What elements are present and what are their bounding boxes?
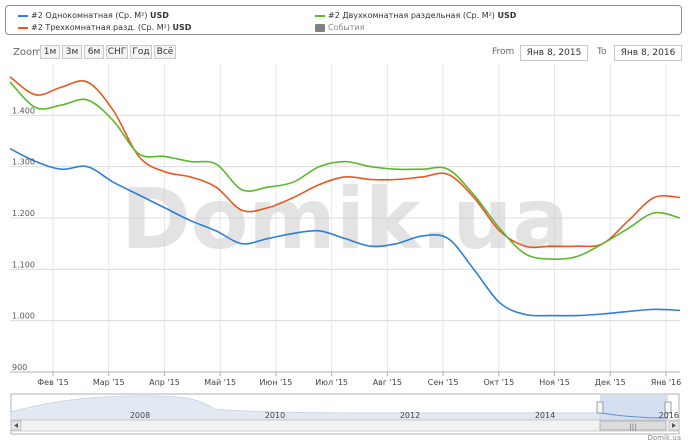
navigator-handle-right[interactable]: [664, 401, 672, 414]
to-label: To: [597, 47, 607, 57]
x-tick-label: Июн '15: [259, 378, 292, 387]
series-line-0[interactable]: [9, 147, 681, 317]
grip-icon: |||: [629, 423, 636, 431]
x-tick-label: Авг '15: [373, 378, 402, 387]
x-tick-label: Июл '15: [315, 378, 348, 387]
legend-unit: USD: [497, 11, 517, 20]
y-tick-label: 1.400: [12, 106, 35, 115]
y-tick-label: 1.200: [12, 209, 35, 218]
navigator-selected-line: [600, 412, 669, 419]
legend-line-icon: [315, 14, 325, 17]
navigator-handle-left[interactable]: [596, 401, 604, 414]
zoom-1m-button[interactable]: 1м: [40, 45, 60, 59]
navigator-year-label: 2008: [130, 411, 150, 420]
arrow-left-icon: [14, 423, 18, 428]
legend-item-three-room[interactable]: #2 Трехкомнатная разд. (Ср. М²) USD: [18, 23, 191, 33]
legend-item-events[interactable]: События: [315, 23, 364, 33]
y-axis-labels: 900 1.000 1.100 1.200 1.300 1.400: [12, 106, 35, 372]
scrollbar-thumb[interactable]: [599, 420, 667, 431]
navigator-year-labels: 2008 2010 2012 2014 2016: [130, 411, 679, 420]
legend-label: #2 Однокомнатная (Ср. М²): [31, 11, 148, 20]
legend-item-one-room[interactable]: #2 Однокомнатная (Ср. М²) USD: [18, 11, 169, 21]
navigator-scrollbar[interactable]: [10, 419, 680, 432]
credit-text: Domik.ua: [648, 434, 681, 442]
x-tick-label: Май '15: [204, 378, 236, 387]
x-axis-labels: Фев '15 Мар '15 Апр '15 Май '15 Июн '15 Июл '…: [37, 372, 681, 387]
x-tick-label: Ноя '15: [539, 378, 570, 387]
legend-label: #2 Двухкомнатная раздельная (Ср. М²): [328, 11, 495, 20]
zoom-label: Zoom: [13, 47, 42, 58]
grid-lines: [10, 64, 680, 373]
zoom-6m-button[interactable]: 6м: [84, 45, 104, 59]
legend-item-two-room[interactable]: #2 Двухкомнатная раздельная (Ср. М²) USD: [315, 11, 516, 21]
x-tick-label: Окт '15: [483, 378, 514, 387]
y-tick-label: 900: [12, 363, 27, 372]
series-line-2[interactable]: [9, 81, 681, 261]
series-lines: [9, 76, 681, 317]
x-tick-label: Апр '15: [149, 378, 180, 387]
x-tick-label: Янв '16: [651, 378, 681, 387]
navigator-selection[interactable]: [600, 395, 668, 420]
navigator-area: [10, 395, 601, 421]
x-tick-label: Дек '15: [595, 378, 626, 387]
zoom-ytd-button[interactable]: СНГ: [106, 45, 128, 59]
x-tick-label: Мар '15: [93, 378, 125, 387]
navigator-year-label: 2014: [535, 411, 555, 420]
legend-line-icon: [18, 26, 28, 29]
zoom-all-button[interactable]: Всё: [154, 45, 176, 59]
legend-unit: USD: [172, 23, 192, 32]
y-tick-label: 1.300: [12, 158, 35, 167]
navigator-year-label: 2010: [265, 411, 285, 420]
navigator-year-label: 2012: [400, 411, 420, 420]
from-date-input[interactable]: Янв 8, 2015: [520, 45, 588, 61]
to-date-input[interactable]: Янв 8, 2016: [614, 45, 682, 61]
legend-unit: USD: [149, 11, 169, 20]
navigator-year-label: 2016: [659, 411, 679, 420]
chart-legend: #2 Однокомнатная (Ср. М²) USD #2 Трехком…: [5, 5, 682, 35]
legend-label: События: [328, 23, 365, 32]
x-tick-label: Фев '15: [37, 378, 68, 387]
series-line-1[interactable]: [9, 76, 681, 249]
legend-box-icon: [315, 23, 325, 32]
from-label: From: [492, 47, 515, 57]
watermark-text: Domik.ua: [121, 170, 569, 268]
y-tick-label: 1.100: [12, 260, 35, 269]
legend-label: #2 Трехкомнатная разд. (Ср. М²): [31, 23, 170, 32]
x-tick-label: Сен '15: [428, 378, 459, 387]
arrow-right-icon: [672, 423, 676, 428]
zoom-3m-button[interactable]: 3м: [62, 45, 82, 59]
legend-line-icon: [18, 14, 28, 17]
zoom-year-button[interactable]: Год: [130, 45, 152, 59]
y-tick-label: 1.000: [12, 312, 35, 321]
range-toolbar: Zoom 1м 3м 6м СНГ Год Всё From Янв 8, 20…: [0, 44, 690, 62]
